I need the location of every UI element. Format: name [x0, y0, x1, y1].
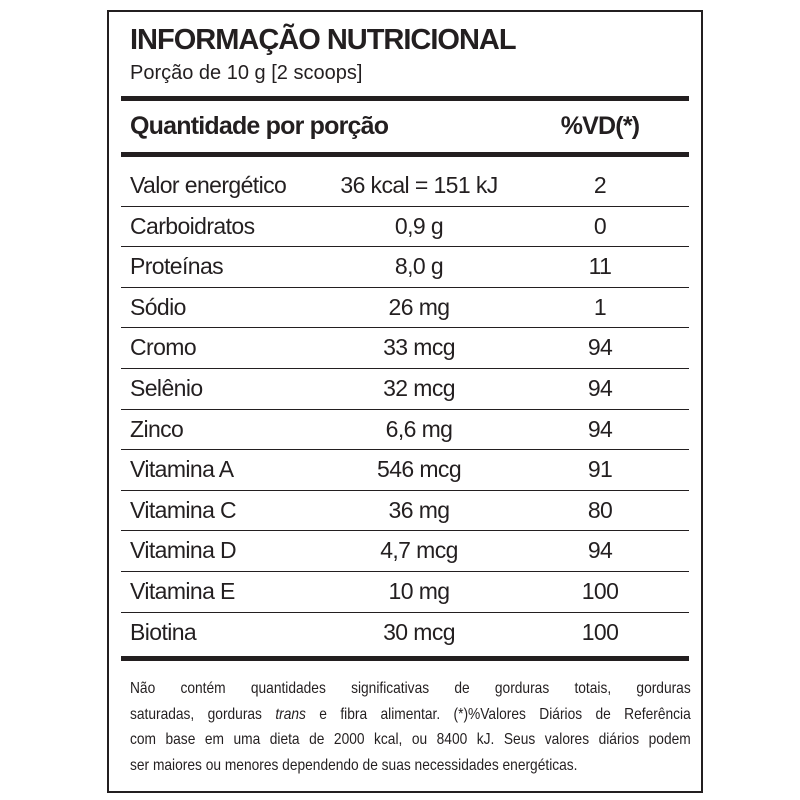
column-header-text: %VD(*) — [560, 112, 640, 140]
row-rule — [121, 286, 689, 288]
nutrient-name: Biotina — [130, 618, 197, 645]
amount: 0,9 g — [394, 212, 444, 239]
row-rule — [121, 449, 689, 451]
serving: Porção de 10 g [2 scoops] — [130, 62, 363, 84]
daily-value: 94 — [587, 375, 613, 401]
column-header: Quantidade por porção — [130, 112, 389, 140]
daily-value: 11 — [588, 253, 612, 280]
amount: 8,0 g — [394, 253, 444, 280]
nutrient-name: Valor energético — [130, 172, 287, 198]
nutrient-name: Vitamina E — [130, 578, 235, 604]
footnote: Não contém quantidades significativas de… — [130, 676, 691, 778]
footnote-text: Não contém quantidades significativas de… — [130, 680, 691, 697]
row-rule — [121, 327, 689, 329]
row-rule — [121, 408, 689, 410]
amount: 32 mcg — [383, 375, 455, 401]
daily-value: 100 — [581, 578, 619, 604]
nutrient-name: Carboidratos — [130, 212, 255, 239]
daily-value: 100 — [581, 618, 619, 645]
daily-value: 1 — [593, 293, 607, 320]
amount: 36 mg — [388, 496, 451, 523]
row-rule — [121, 205, 689, 207]
daily-value: 94 — [587, 415, 613, 442]
row-rule — [121, 571, 689, 572]
amount: 6,6 mg — [385, 415, 453, 442]
rule — [121, 152, 689, 157]
row-rule — [121, 530, 689, 532]
nutrient-name: Vitamina C — [130, 496, 237, 523]
row-rule — [121, 246, 689, 248]
nutrient-name: Sódio — [130, 293, 186, 320]
amount: 33 mcg — [383, 334, 455, 361]
nutrition-label: INFORMAÇÃO NUTRICIONAL Porção de 10 g [2… — [107, 10, 703, 793]
rule — [121, 96, 689, 101]
daily-value: 2 — [593, 172, 607, 198]
daily-value: 94 — [587, 334, 613, 361]
rule — [121, 656, 689, 661]
nutrient-name: Zinco — [130, 415, 184, 442]
footnote-text: e fibra alimentar. (*)%Valores Diários d… — [305, 705, 691, 723]
amount: 30 mcg — [383, 618, 455, 645]
footnote-line: saturadas, gorduras trans e fibra alimen… — [130, 702, 691, 728]
nutrient-name: Vitamina A — [130, 456, 234, 483]
footnote-line: ser maiores ou menores dependendo de sua… — [130, 753, 691, 779]
amount: 10 mg — [388, 578, 451, 604]
daily-value: 94 — [587, 537, 613, 564]
nutrient-name: Selênio — [130, 375, 203, 401]
footnote-line: Não contém quantidades significativas de… — [130, 676, 691, 702]
nutrient-name: Vitamina D — [130, 537, 237, 564]
nutrient-name: Cromo — [130, 334, 197, 361]
amount: 546 mcg — [377, 456, 462, 483]
footnote-text: saturadas, gorduras — [130, 705, 276, 723]
footnote-text: trans — [275, 705, 306, 723]
footnote-text: com base em uma dieta de 2000 kcal, ou 8… — [130, 731, 691, 748]
row-rule — [121, 489, 689, 491]
daily-value: 91 — [587, 456, 613, 483]
title: INFORMAÇÃO NUTRICIONAL — [130, 24, 517, 56]
daily-value: 80 — [587, 496, 613, 523]
row-rule — [121, 611, 689, 613]
amount: 26 mg — [388, 293, 451, 320]
daily-value: 0 — [593, 212, 607, 239]
footnote-line: com base em uma dieta de 2000 kcal, ou 8… — [130, 727, 691, 753]
row-rule — [121, 368, 689, 369]
amount: 36 kcal = 151 kJ — [340, 172, 498, 198]
footnote-text: ser maiores ou menores dependendo de sua… — [130, 756, 578, 774]
amount: 4,7 mcg — [380, 537, 458, 564]
nutrient-name: Proteínas — [130, 253, 224, 280]
